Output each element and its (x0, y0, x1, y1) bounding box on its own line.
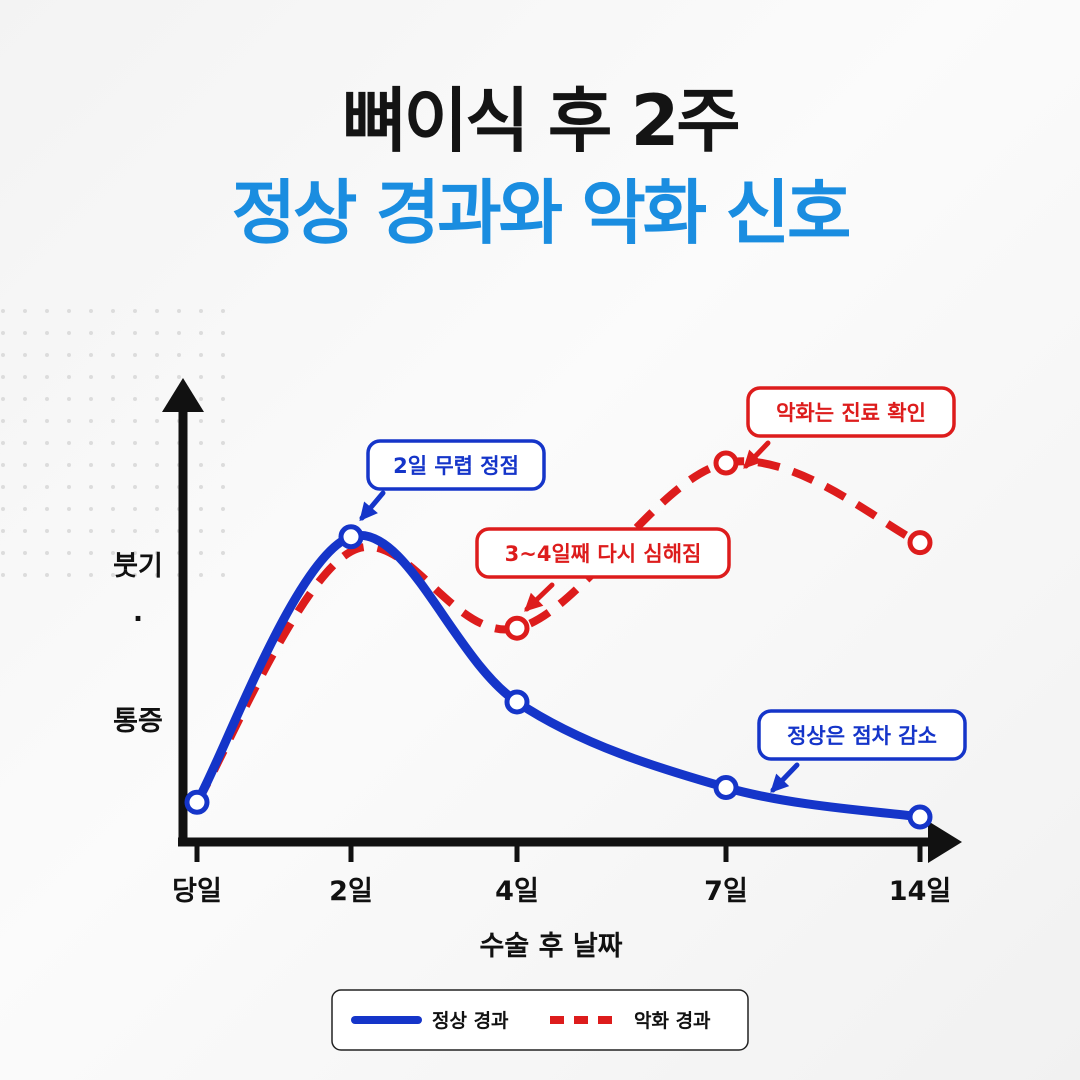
dot-pattern (0, 300, 230, 590)
x-ticks: 당일 2일 4일 7일 14일 (172, 842, 951, 907)
legend-box (331, 989, 749, 1051)
point-normal-1 (338, 524, 364, 550)
y-axis-label-line-2: 통증 (113, 706, 163, 737)
y-axis-label: 붓기 · 통증 (113, 551, 163, 737)
legend-label-worse: 악화 경과 (634, 1010, 711, 1032)
point-worse-2 (504, 615, 530, 641)
annotation-text-0: 2일 무렵 정점 (393, 454, 519, 478)
annotation-2: 악화는 진료 확인 (743, 386, 956, 469)
x-axis-arrow (928, 821, 962, 863)
point-normal-4 (907, 804, 933, 830)
point-normal-0 (184, 789, 210, 815)
annotation-arrowhead-0 (359, 501, 378, 522)
annotation-text-2: 악화는 진료 확인 (776, 401, 926, 425)
annotation-0: 2일 무렵 정점 (359, 439, 546, 522)
annotation-arrowhead-3 (770, 773, 790, 793)
point-worse-3 (713, 450, 739, 476)
x-tick-label-3: 7일 (704, 876, 748, 907)
point-normal-3 (713, 775, 739, 800)
annotation-text-3: 정상은 점차 감소 (787, 724, 937, 748)
points-group (184, 450, 933, 830)
y-axis-arrow (162, 378, 204, 412)
axes (162, 378, 962, 863)
annotation-3: 정상은 점차 감소 (757, 709, 967, 793)
y-axis-label-line-1: · (133, 604, 143, 635)
annotation-1: 3~4일째 다시 심해짐 (475, 527, 731, 612)
annotation-arrowhead-1 (524, 592, 544, 612)
annotation-box-0 (366, 439, 546, 491)
annotation-arrowhead-2 (743, 449, 763, 469)
y-axis-label-line-0: 붓기 (113, 551, 163, 582)
x-tick-label-1: 2일 (329, 876, 373, 907)
title-line-2: 정상 경과와 악화 신호 (231, 172, 852, 254)
annotation-box-3 (757, 709, 967, 761)
annotation-box-1 (475, 527, 731, 579)
annotation-box-2 (746, 386, 956, 438)
annotation-text-1: 3~4일째 다시 심해짐 (505, 542, 702, 566)
title-line-1: 뼈이식 후 2주 (342, 80, 740, 162)
series-group (192, 457, 925, 822)
x-tick-label-4: 14일 (889, 876, 951, 907)
legend: 정상 경과 악화 경과 (331, 989, 749, 1051)
title-block: 뼈이식 후 2주 정상 경과와 악화 신호 (0, 78, 1080, 256)
x-tick-label-0: 당일 (172, 876, 222, 907)
series-line-normal (192, 530, 925, 822)
x-tick-label-2: 4일 (495, 876, 539, 907)
legend-label-normal: 정상 경과 (432, 1010, 509, 1032)
x-axis-label: 수술 후 날짜 (480, 931, 623, 962)
point-worse-4 (907, 530, 933, 556)
point-normal-2 (504, 689, 530, 715)
